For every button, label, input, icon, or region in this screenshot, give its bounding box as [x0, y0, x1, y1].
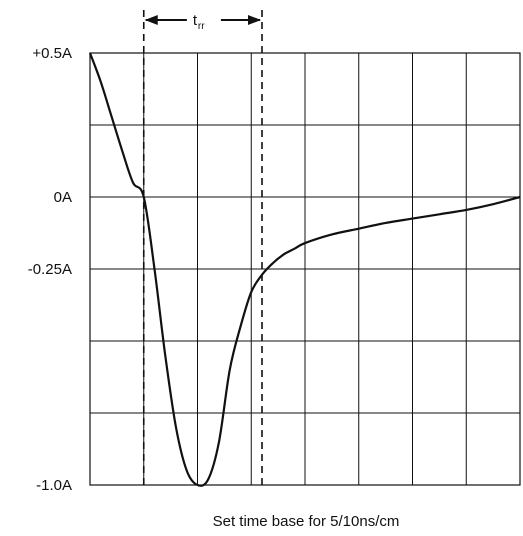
trr-label: t — [193, 12, 198, 29]
recovery-current-curve — [88, 52, 521, 487]
label-layer: +0.5A 0A -0.25A -1.0A t rr — [28, 12, 205, 494]
trr-arrowhead-left — [144, 15, 158, 25]
y-tick-label: 0A — [54, 189, 72, 206]
y-tick-label: +0.5A — [32, 45, 72, 62]
x-axis-label: Set time base for 5/10ns/cm — [213, 513, 400, 530]
y-tick-label: -0.25A — [28, 261, 72, 278]
grid-layer — [89, 52, 521, 486]
trr-markers — [142, 10, 263, 485]
curve-layer — [88, 52, 521, 487]
y-tick-label: -1.0A — [36, 477, 72, 494]
trr-arrowhead-right — [248, 15, 261, 25]
trr-label-subscript: rr — [198, 21, 205, 32]
